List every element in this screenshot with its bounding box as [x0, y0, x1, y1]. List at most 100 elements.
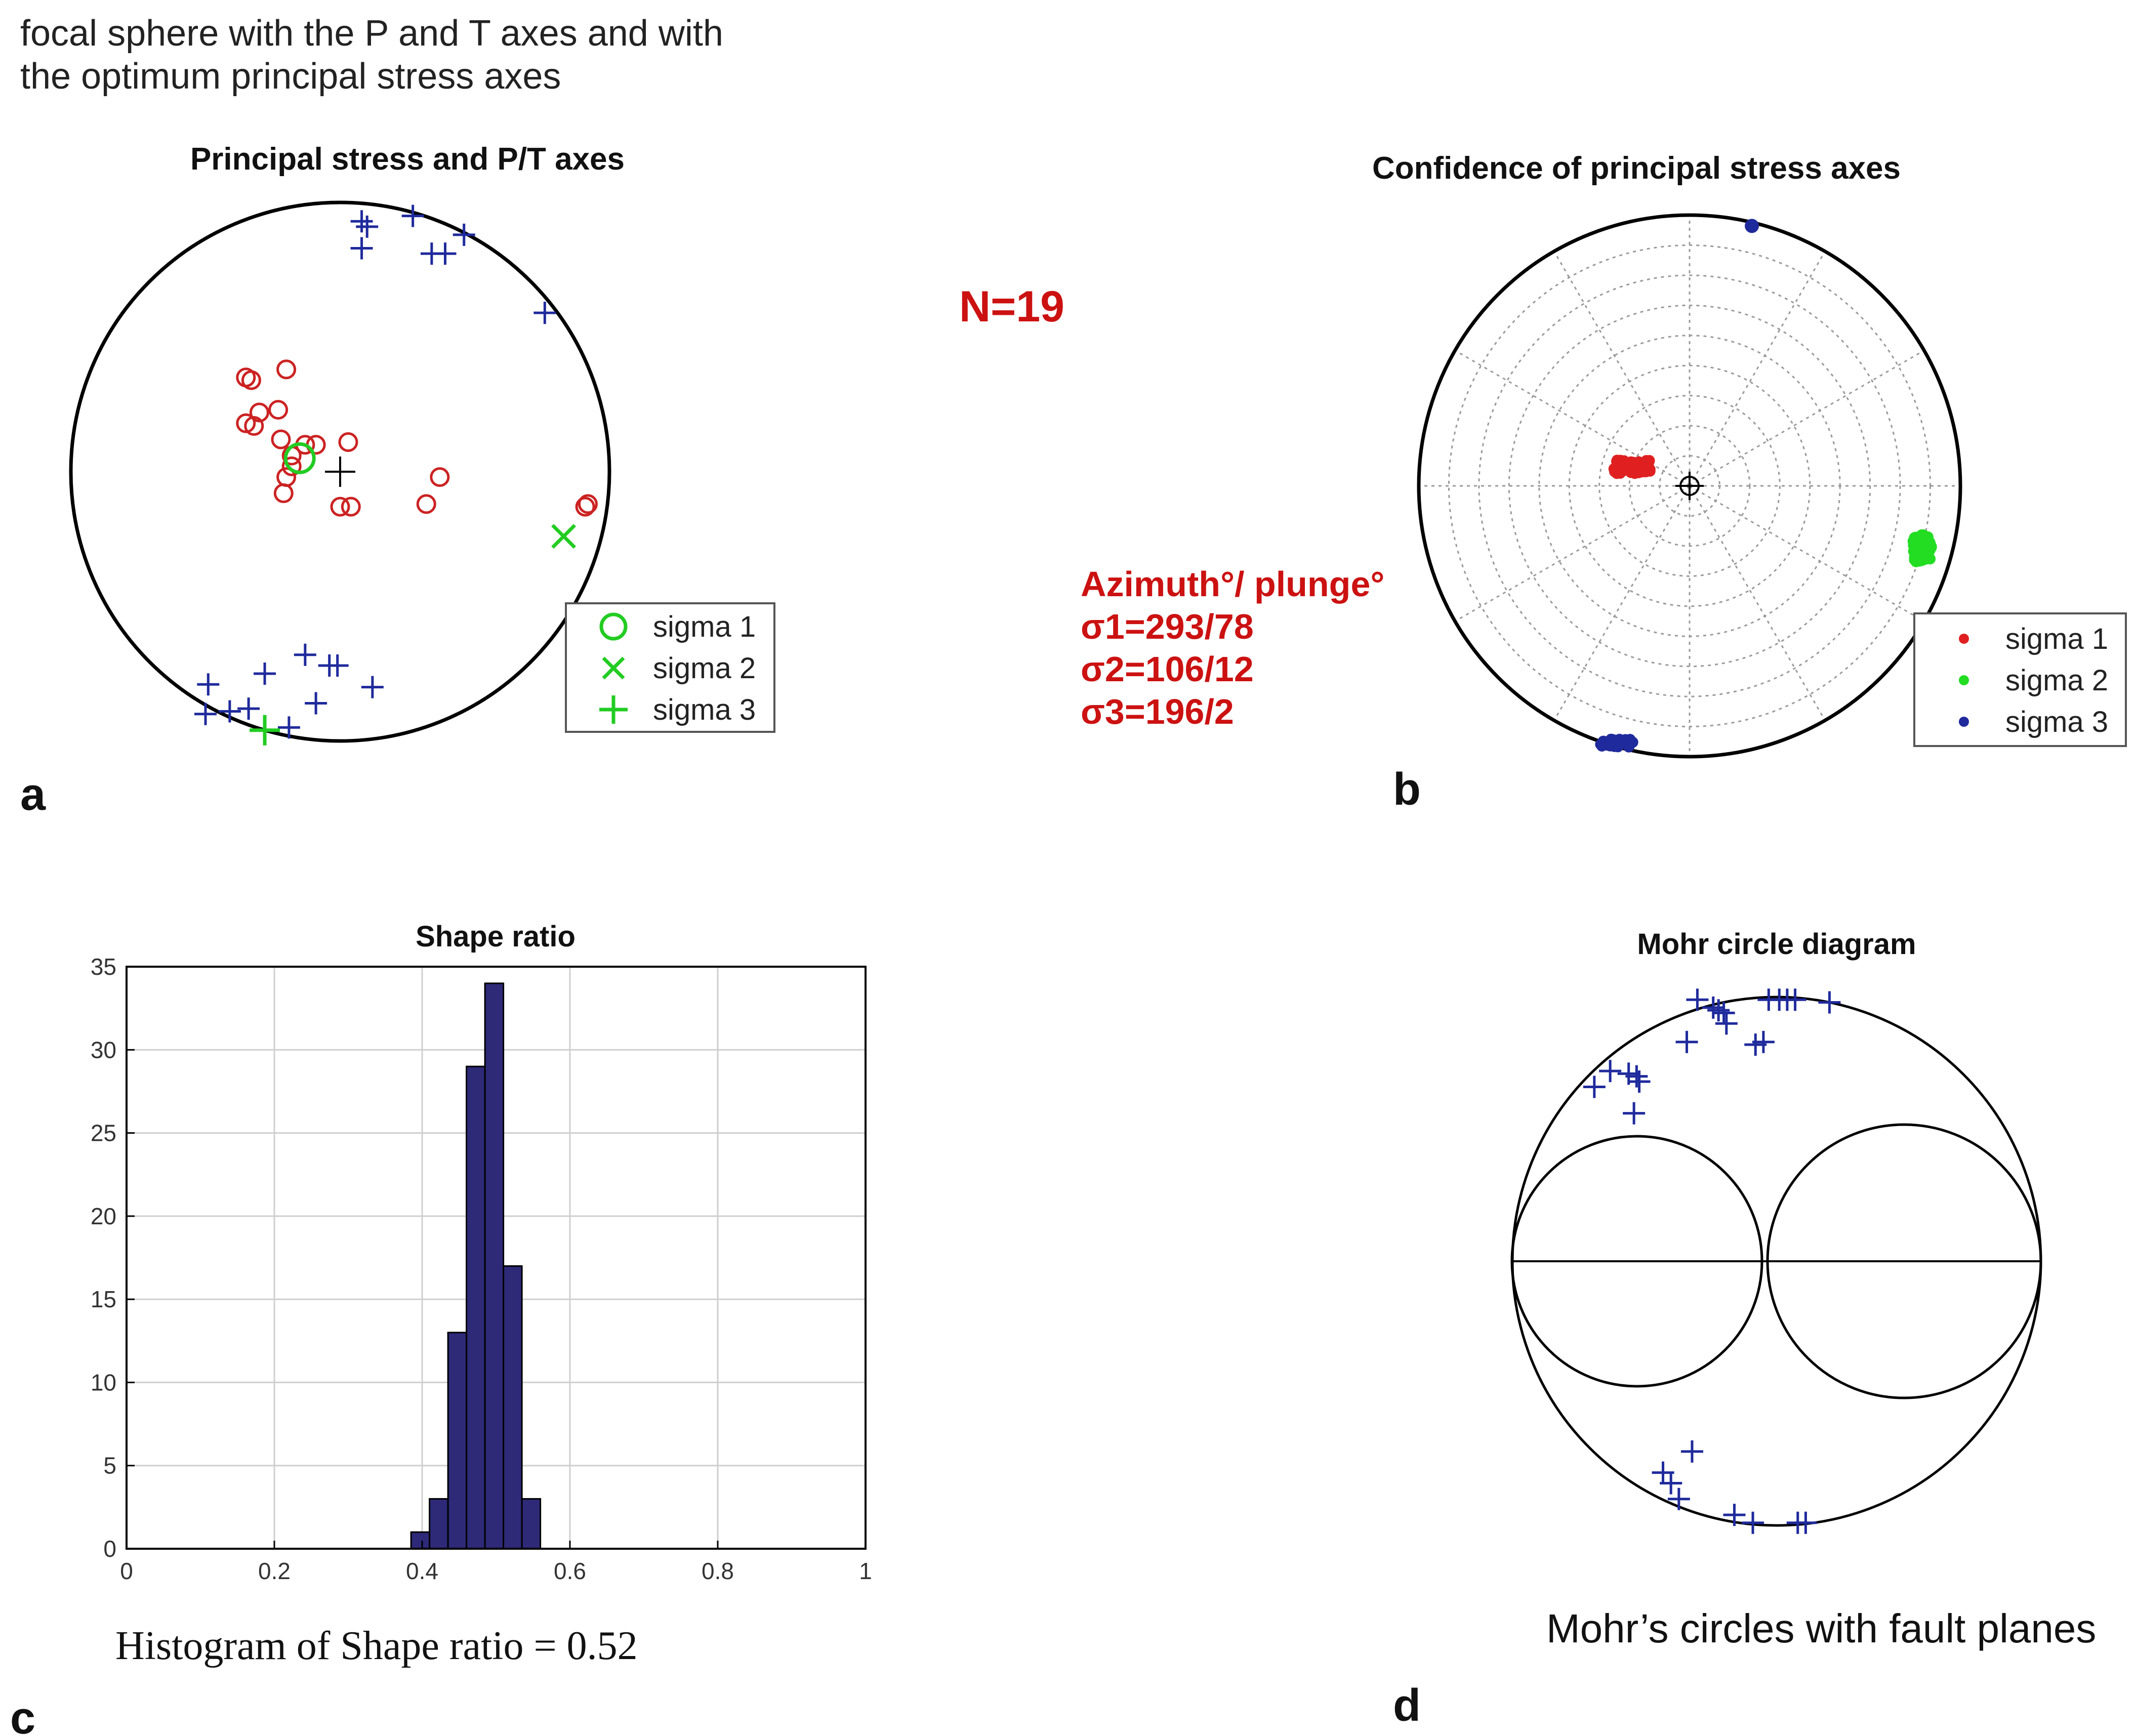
sigma2-marker [551, 524, 577, 549]
fault-plane-point [1680, 1440, 1703, 1463]
panel-a-letter: a [20, 769, 46, 820]
p-axis-point [578, 494, 598, 514]
polar-grid-ring [1568, 364, 1811, 607]
mohr-caption: Mohr’s circles with fault planes [1546, 1606, 2096, 1651]
azimuth-header: Azimuth°/ plunge° [1081, 564, 1384, 604]
polar-grid-spoke [1689, 485, 1826, 721]
y-tick-label: 10 [91, 1369, 116, 1395]
fault-plane-point [1623, 1102, 1646, 1125]
t-axis-point [326, 654, 349, 677]
header-line-2: the optimum principal stress axes [20, 56, 561, 97]
t-axis-point [237, 697, 260, 720]
sigma-markers-group [250, 442, 577, 746]
fault-plane-point [1625, 1065, 1648, 1088]
fault-plane-point [1818, 991, 1841, 1014]
panel-b-legend-sigma3: sigma 3 [2005, 706, 2108, 738]
panel-c-letter: c [10, 1693, 35, 1736]
t-axis-point [218, 700, 241, 723]
polar-grid-ring [1628, 425, 1751, 547]
fault-plane-point [1583, 1076, 1606, 1098]
panel-b-stereonet [1417, 213, 1962, 759]
panel-b-letter: b [1393, 764, 1421, 815]
sigma1-confidence-dot [1617, 457, 1628, 468]
sigma3-confidence-dot [1622, 736, 1633, 748]
legend-b-sigma1-dot [1959, 634, 1969, 644]
x-tick-label: 0.4 [406, 1558, 438, 1584]
sigma1-marker [283, 442, 316, 474]
panel-a: Principal stress and P/T axes sigma 1 si… [20, 142, 775, 820]
panel-a-legend-sigma3: sigma 3 [653, 693, 756, 726]
p-axis-point [430, 467, 450, 487]
histogram-bar [429, 1498, 449, 1550]
t-axis-point [294, 643, 316, 666]
sigma1-confidence-dot [1640, 466, 1652, 478]
x-tick-label: 0.8 [702, 1558, 734, 1584]
y-tick-label: 30 [91, 1037, 116, 1063]
x-tick-label: 1 [859, 1558, 872, 1584]
panel-a-legend: sigma 1 sigma 2 sigma 3 [565, 602, 775, 733]
fault-plane-point [1715, 1012, 1738, 1035]
p-axis-point [236, 413, 256, 433]
fault-plane-point [1784, 988, 1806, 1011]
panel-a-stereonet [69, 200, 611, 743]
t-axes-group [194, 204, 556, 739]
panel-a-legend-sigma2: sigma 2 [653, 652, 756, 685]
sigma2-confidence-dot [1924, 541, 1936, 552]
fault-plane-point [1723, 1504, 1746, 1526]
mohr-fault-points [1583, 988, 1841, 1534]
t-axis-point [533, 302, 556, 324]
polar-grid-ring [1448, 244, 1932, 728]
histogram-caption: Histogram of Shape ratio = 0.52 [115, 1624, 638, 1668]
sigma3-marker [250, 715, 280, 746]
header-line-1: focal sphere with the P and T axes and w… [20, 13, 723, 54]
azimuth-plunge-block: Azimuth°/ plunge° σ1=293/78 σ2=106/12 σ3… [1081, 564, 1384, 731]
p-axis-point [273, 483, 294, 504]
histogram-bar [503, 1265, 523, 1550]
polar-grid-ring [1478, 274, 1901, 697]
panel-b-center-cross [1675, 472, 1704, 500]
polar-grid-spoke [1553, 485, 1691, 721]
x-tick-label: 0.6 [554, 1558, 586, 1584]
fault-plane-point [1667, 1487, 1690, 1510]
p-axis-point [276, 359, 297, 380]
x-tick-label: 0.2 [258, 1558, 291, 1584]
panel-b-legend-sigma1: sigma 1 [2005, 623, 2108, 655]
histogram-bar [466, 1065, 486, 1550]
sigma2-confidence-dot [1924, 553, 1936, 565]
panel-b: Confidence of principal stress axes sigm… [1081, 151, 2127, 815]
p-axes-group [236, 359, 598, 517]
panel-d: Mohr circle diagram Mohr’s circles with … [1393, 928, 2096, 1731]
sigma1-confidence-dot [1628, 457, 1640, 468]
sigma1-orientation: σ1=293/78 [1081, 607, 1254, 646]
t-axis-point [350, 237, 373, 260]
p-axis-point [338, 432, 358, 452]
panel-a-title: Principal stress and P/T axes [190, 142, 625, 177]
t-axis-point [453, 223, 475, 246]
sigma2-orientation: σ2=106/12 [1081, 649, 1254, 689]
p-axis-point [249, 402, 269, 423]
histogram-axes-box [126, 966, 867, 1550]
y-tick-label: 20 [91, 1203, 116, 1229]
t-axis-point [401, 204, 424, 227]
panel-d-title: Mohr circle diagram [1637, 928, 1916, 961]
t-axis-point [350, 210, 373, 233]
polar-grid-spoke [1689, 485, 1925, 622]
p-axis-point [330, 497, 350, 517]
panel-b-title: Confidence of principal stress axes [1372, 151, 1901, 186]
panel-b-polar-grid [1419, 215, 1960, 757]
panel-c-title: Shape ratio [416, 920, 576, 953]
histogram-bar [447, 1332, 468, 1550]
histogram-bar [521, 1498, 542, 1550]
sigma3-confidence-dot [1613, 739, 1625, 751]
p-axis-point [281, 456, 302, 476]
sigma3-confidence-dot [1745, 219, 1759, 233]
t-axis-point [197, 673, 220, 696]
legend-sigma1-marker [599, 612, 628, 641]
fault-plane-point [1742, 1511, 1764, 1534]
panel-b-legend-box [1913, 612, 2127, 747]
t-axis-point [434, 242, 457, 265]
p-axis-point [575, 497, 595, 517]
p-axis-point [271, 429, 291, 449]
